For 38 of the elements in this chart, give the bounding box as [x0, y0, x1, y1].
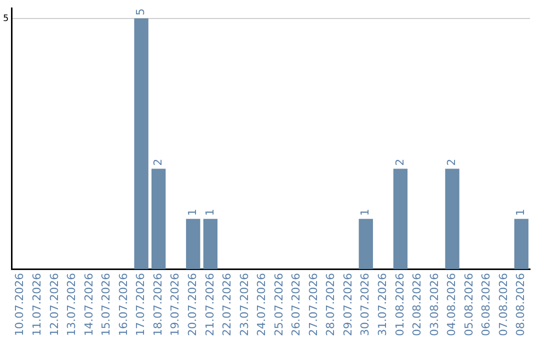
x-tick-label: 03.08.2026: [428, 273, 441, 336]
x-tick-label: 25.07.2026: [272, 273, 286, 336]
x-tick-label: 21.07.2026: [203, 273, 216, 336]
x-tick-label: 12.07.2026: [48, 273, 61, 336]
x-tick-label: 15.07.2026: [100, 273, 113, 336]
x-tick-label: 31.07.2026: [376, 273, 390, 336]
data-label: 1: [186, 208, 199, 216]
data-label: 1: [203, 208, 216, 216]
x-tick-label: 19.07.2026: [168, 273, 182, 336]
x-tick-label: 02.08.2026: [410, 273, 424, 336]
x-tick-label: 29.07.2026: [341, 273, 354, 336]
x-tick-label: 16.07.2026: [116, 273, 130, 336]
data-label: 2: [393, 158, 406, 166]
x-tick-label: 04.08.2026: [445, 273, 458, 336]
x-tick-label: 23.07.2026: [238, 273, 251, 336]
data-label: 2: [445, 158, 458, 166]
data-label: 5: [134, 8, 148, 16]
x-tick-label: 27.07.2026: [306, 273, 320, 336]
x-tick-label: 14.07.2026: [82, 273, 96, 336]
data-label: 1: [514, 208, 528, 216]
x-tick-label: 26.07.2026: [290, 273, 303, 336]
x-tick-label: 11.07.2026: [30, 273, 44, 336]
x-tick-label: 30.07.2026: [358, 273, 372, 336]
x-tick-label: 05.08.2026: [462, 273, 476, 336]
x-tick-label: 28.07.2026: [324, 273, 338, 336]
x-tick-label: 07.08.2026: [496, 273, 510, 336]
x-tick-label: 20.07.2026: [186, 273, 199, 336]
x-tick-label: 01.08.2026: [393, 273, 406, 336]
x-tick-label: 06.08.2026: [480, 273, 493, 336]
data-label: 1: [358, 208, 372, 216]
x-tick-label: 22.07.2026: [220, 273, 234, 336]
x-tick-label: 17.07.2026: [134, 273, 148, 336]
data-label: 2: [151, 158, 164, 166]
x-tick-label: 18.07.2026: [151, 273, 164, 336]
x-tick-label: 08.08.2026: [514, 273, 528, 336]
x-tick-label: 10.07.2026: [13, 273, 26, 336]
x-tick-label: 13.07.2026: [65, 273, 78, 336]
x-tick-label: 24.07.2026: [255, 273, 268, 336]
